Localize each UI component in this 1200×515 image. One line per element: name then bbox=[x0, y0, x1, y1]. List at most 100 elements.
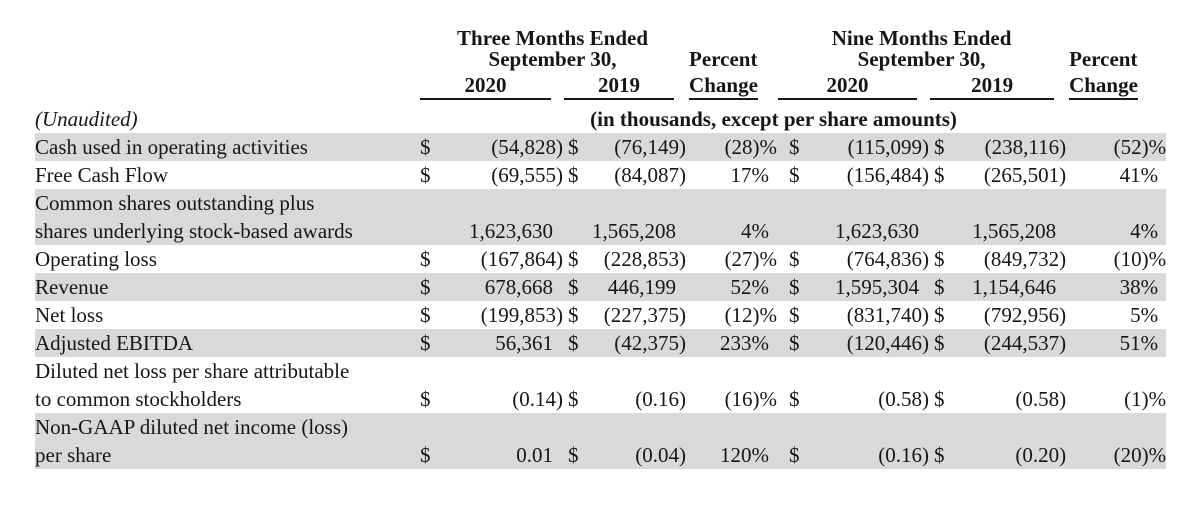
cell-usd: $ bbox=[419, 329, 436, 357]
cell-usd bbox=[563, 189, 583, 245]
row-label: Free Cash Flow bbox=[35, 163, 168, 187]
results-table: Three Months Ended Nine Months Ended Sep… bbox=[35, 28, 1167, 469]
percent-header-9mo: Percent bbox=[1069, 47, 1138, 71]
header-row-2: September 30, Percent September 30, Perc… bbox=[35, 49, 1166, 70]
header-spacer bbox=[35, 49, 419, 70]
cell-amount: 446,199 bbox=[583, 273, 687, 301]
cell-amount: (849,732) bbox=[983, 247, 1067, 271]
header-spacer bbox=[686, 28, 777, 49]
cell-usd: $ bbox=[419, 413, 436, 469]
row-label: Revenue bbox=[35, 273, 419, 301]
cell-amount: (76,149) bbox=[583, 133, 687, 161]
cell-usd: $ bbox=[789, 387, 800, 411]
table-row: Common shares outstanding plus shares un… bbox=[35, 189, 1167, 245]
nine-months-title: Nine Months Ended bbox=[831, 26, 1012, 50]
cell-usd: $ bbox=[563, 133, 583, 161]
cell-amount: (42,375) bbox=[583, 329, 687, 357]
table-row: Revenue $ 678,668 $ 446,199 52% $ 1,595,… bbox=[35, 273, 1167, 301]
cell-usd: $ bbox=[929, 329, 950, 357]
table-row: Non-GAAP diluted net income (loss) per s… bbox=[35, 413, 1167, 469]
table-row: Free Cash Flow $ (69,555) $ (84,087) 17%… bbox=[35, 161, 1166, 189]
cell-percent: (52)% bbox=[1066, 133, 1167, 161]
cell-amount: (0.20) bbox=[949, 413, 1067, 469]
cell-amount: 1,623,630 bbox=[802, 189, 930, 245]
cell-usd: $ bbox=[934, 247, 945, 271]
cell-amount: (156,484) bbox=[846, 163, 930, 187]
cell-amount: 1,154,646 bbox=[949, 273, 1067, 301]
units-note: (in thousands, except per share amounts) bbox=[590, 107, 957, 131]
cell-percent: 120% bbox=[686, 413, 778, 469]
cell-amount: (115,099) bbox=[802, 133, 930, 161]
change-header-9mo: Change bbox=[1066, 70, 1166, 100]
cell-usd: $ bbox=[929, 133, 950, 161]
cell-usd: $ bbox=[568, 387, 579, 411]
cell-usd: $ bbox=[568, 163, 579, 187]
cell-percent: 38% bbox=[1066, 273, 1167, 301]
cell-amount: 1,565,208 bbox=[583, 189, 687, 245]
cell-percent: (10)% bbox=[1113, 247, 1167, 271]
cell-percent: 52% bbox=[686, 273, 778, 301]
table-row: Diluted net loss per share attributable … bbox=[35, 357, 1166, 413]
cell-amount: 1,595,304 bbox=[802, 273, 930, 301]
cell-usd: $ bbox=[777, 133, 803, 161]
cell-amount: (238,116) bbox=[949, 133, 1067, 161]
header-row-1: Three Months Ended Nine Months Ended bbox=[35, 28, 1166, 49]
cell-usd: $ bbox=[419, 133, 436, 161]
cell-amount: (244,537) bbox=[949, 329, 1067, 357]
cell-amount: (199,853) bbox=[480, 303, 563, 327]
header-spacer bbox=[35, 28, 419, 49]
cell-amount: (167,864) bbox=[480, 247, 563, 271]
cell-usd bbox=[929, 189, 950, 245]
cell-amount: (69,555) bbox=[491, 163, 563, 187]
cell-usd: $ bbox=[789, 163, 800, 187]
year-header-3mo-2020: 2020 bbox=[419, 70, 563, 100]
cell-amount: 1,565,208 bbox=[949, 189, 1067, 245]
cell-usd: $ bbox=[934, 387, 945, 411]
cell-amount: 0.01 bbox=[436, 413, 563, 469]
cell-amount: 1,623,630 bbox=[436, 189, 563, 245]
cell-amount: (228,853) bbox=[603, 247, 687, 271]
year-header-9mo-2019: 2019 bbox=[929, 70, 1066, 100]
cell-amount: (0.14) bbox=[512, 387, 563, 411]
cell-percent: 4% bbox=[686, 189, 778, 245]
cell-usd: $ bbox=[777, 273, 803, 301]
row-label: Adjusted EBITDA bbox=[35, 329, 419, 357]
cell-percent: (16)% bbox=[724, 387, 778, 411]
cell-percent: 5% bbox=[1130, 303, 1159, 327]
cell-amount: (792,956) bbox=[983, 303, 1067, 327]
row-label: Cash used in operating activities bbox=[35, 133, 419, 161]
header-row-4: (Unaudited) (in thousands, except per sh… bbox=[35, 100, 1166, 133]
cell-amount: (0.16) bbox=[635, 387, 687, 411]
row-label: Common shares outstanding plus shares un… bbox=[35, 189, 419, 245]
table-row: Net loss $ (199,853) $ (227,375) (12)% $… bbox=[35, 301, 1166, 329]
cell-amount: (265,501) bbox=[983, 163, 1067, 187]
cell-usd: $ bbox=[929, 413, 950, 469]
cell-percent: 41% bbox=[1119, 163, 1159, 187]
cell-usd bbox=[419, 189, 436, 245]
cell-percent: (27)% bbox=[724, 247, 778, 271]
cell-percent: (12)% bbox=[724, 303, 778, 327]
cell-usd: $ bbox=[777, 413, 803, 469]
cell-percent: 233% bbox=[686, 329, 778, 357]
cell-percent: (20)% bbox=[1066, 413, 1167, 469]
cell-amount: (831,740) bbox=[846, 303, 930, 327]
cell-usd: $ bbox=[934, 163, 945, 187]
cell-usd: $ bbox=[789, 247, 800, 271]
cell-usd: $ bbox=[929, 273, 950, 301]
cell-usd: $ bbox=[568, 303, 579, 327]
header-row-3: 2020 2019 Change 2020 2019 Change bbox=[35, 70, 1166, 100]
cell-usd: $ bbox=[563, 329, 583, 357]
cell-amount: (0.04) bbox=[583, 413, 687, 469]
three-months-title: Three Months Ended bbox=[457, 26, 649, 50]
header-spacer bbox=[35, 70, 419, 100]
cell-usd: $ bbox=[777, 329, 803, 357]
cell-amount: (0.16) bbox=[802, 413, 930, 469]
cell-percent: 17% bbox=[730, 163, 770, 187]
cell-usd: $ bbox=[420, 163, 431, 187]
cell-amount: (120,446) bbox=[802, 329, 930, 357]
cell-percent: 51% bbox=[1066, 329, 1167, 357]
cell-amount: (84,087) bbox=[614, 163, 687, 187]
cell-amount: (0.58) bbox=[1015, 387, 1067, 411]
cell-percent: (28)% bbox=[686, 133, 778, 161]
row-label: Net loss bbox=[35, 303, 104, 327]
